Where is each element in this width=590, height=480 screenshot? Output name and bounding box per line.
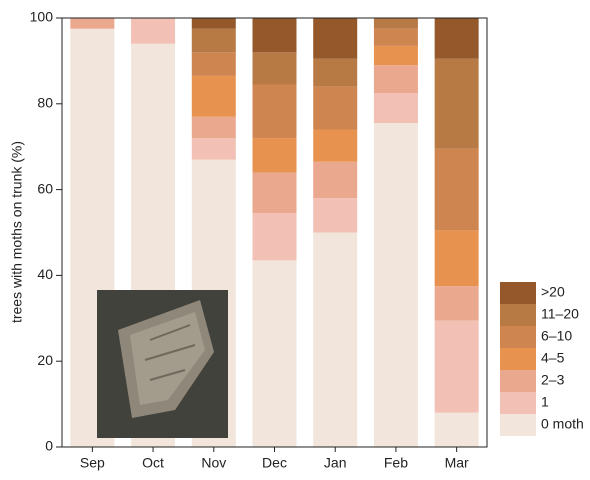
y-tick-label: 100 — [30, 9, 54, 25]
x-tick-label: Oct — [142, 455, 164, 471]
bar-segment — [252, 138, 297, 173]
bar-segment — [313, 129, 358, 162]
bar-segment — [373, 45, 418, 66]
x-tick-label: Sep — [80, 455, 105, 471]
legend-swatch — [500, 304, 536, 326]
legend-label: 6–10 — [541, 328, 572, 344]
y-tick-label: 40 — [37, 266, 53, 282]
y-tick-label: 0 — [45, 438, 53, 454]
bar-segment — [434, 58, 479, 149]
legend-swatch — [500, 370, 536, 392]
bar-segment — [434, 286, 479, 321]
bar-segment — [191, 28, 236, 53]
legend-swatch — [500, 282, 536, 304]
bar-segment — [191, 116, 236, 139]
bar-segment — [252, 52, 297, 85]
bar-segment — [373, 123, 418, 447]
bar-segment — [191, 138, 236, 160]
bar-segment — [313, 232, 358, 447]
legend-label: 2–3 — [541, 372, 565, 388]
bar-segment — [252, 172, 297, 214]
bar-segment — [70, 18, 115, 29]
legend-label: 11–20 — [541, 306, 579, 322]
bar-segment — [373, 18, 418, 29]
x-tick-label: Feb — [384, 455, 408, 471]
bar-segment — [313, 161, 358, 199]
bar-segment — [434, 18, 479, 59]
bar-segment — [191, 75, 236, 117]
x-tick-label: Jan — [324, 455, 347, 471]
bar-segment — [252, 213, 297, 261]
bar-segment — [313, 58, 358, 87]
bar-segment — [131, 18, 176, 44]
bar-segment — [252, 18, 297, 53]
bar-segment — [434, 230, 479, 287]
y-tick-label: 60 — [37, 180, 53, 196]
legend-label: >20 — [541, 284, 565, 300]
inset-photo — [97, 290, 228, 438]
bar-segment — [373, 65, 418, 94]
legend-label: 1 — [541, 394, 549, 410]
x-tick-label: Dec — [262, 455, 287, 471]
y-axis-label: trees with moths on trunk (%) — [9, 141, 25, 323]
bar-segment — [191, 52, 236, 76]
bar-segment — [434, 320, 479, 413]
bar-segment — [434, 148, 479, 231]
legend-label: 4–5 — [541, 350, 565, 366]
x-tick-label: Nov — [201, 455, 226, 471]
x-tick-label: Mar — [445, 455, 469, 471]
legend-swatch — [500, 348, 536, 370]
bar-segment — [191, 18, 236, 29]
bar-segment — [434, 412, 479, 447]
legend-swatch — [500, 414, 536, 436]
legend-label: 0 moth — [541, 416, 584, 432]
legend-swatch — [500, 392, 536, 414]
bar-segment — [313, 18, 358, 59]
y-tick-label: 80 — [37, 95, 53, 111]
bar-segment — [373, 28, 418, 46]
legend-swatch — [500, 326, 536, 348]
bar-segment — [252, 84, 297, 139]
bar-segment — [313, 86, 358, 130]
y-tick-label: 20 — [37, 352, 53, 368]
bar-segment — [313, 198, 358, 233]
bar-segment — [373, 93, 418, 124]
bar-segment — [252, 260, 297, 447]
